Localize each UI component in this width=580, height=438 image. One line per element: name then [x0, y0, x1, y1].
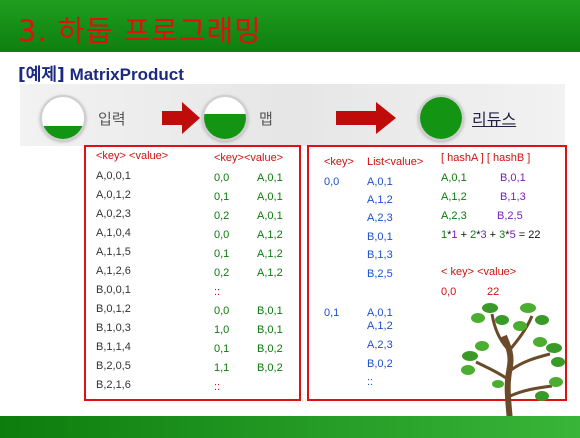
input-row: B,2,1,6: [96, 379, 131, 391]
map-value: B,0,2: [257, 343, 283, 355]
input-row: A,0,0,1: [96, 170, 131, 182]
subtitle-name: MatrixProduct: [69, 65, 184, 84]
input-row: B,0,1,2: [96, 303, 131, 315]
output-value: 22: [487, 286, 500, 298]
group-key: 0,1: [324, 307, 340, 319]
formula-term: 1: [451, 229, 458, 241]
formula-op: *: [476, 229, 481, 241]
map-value: B,0,1: [257, 305, 283, 317]
input-stage-label: 입력: [98, 110, 126, 128]
reduce-stage-circle-icon: [418, 95, 464, 141]
subtitle-bracket: [예제]: [18, 65, 65, 85]
map-key: 0,0: [214, 305, 230, 317]
stage-band: [20, 84, 565, 146]
map-key: 0,1: [214, 248, 230, 260]
map-key: 0,1: [214, 343, 230, 355]
input-map-box: [84, 145, 301, 401]
group-value: B,2,5: [367, 268, 393, 280]
hash-header: [ hashA ] [ hashB ]: [441, 152, 531, 164]
map-key: 1,1: [214, 362, 230, 374]
shuffle-reduce-box: [307, 145, 567, 401]
group-key: 0,0: [324, 176, 340, 188]
map-stage-label: 맵: [259, 110, 273, 128]
input-row: A,1,0,4: [96, 227, 131, 239]
map-value: A,0,1: [257, 210, 283, 222]
arrow-right-icon: [162, 102, 200, 134]
input-row: A,1,1,5: [96, 246, 131, 258]
map-key: 1,0: [214, 324, 230, 336]
input-row: B,1,1,4: [96, 341, 131, 353]
map-stage-circle-icon: [202, 95, 248, 141]
formula-op: +: [457, 229, 471, 241]
group-ellipsis: ::: [367, 376, 374, 388]
map-value: A,1,2: [257, 229, 283, 241]
arrow-right-icon: [336, 102, 396, 134]
input-row: B,1,0,3: [96, 322, 131, 334]
map-key: 0,1: [214, 191, 230, 203]
output-key: 0,0: [441, 286, 457, 298]
hash-a-entry: A,0,1: [441, 172, 467, 184]
group-value: B,0,2: [367, 358, 393, 370]
map-header: <key><value>: [214, 152, 284, 164]
group-value: A,0,1: [367, 307, 393, 319]
formula-term: 2: [470, 229, 477, 241]
input-row: B,0,0,1: [96, 284, 131, 296]
map-value: A,0,1: [257, 191, 283, 203]
group-value: B,1,3: [367, 249, 393, 261]
input-row: A,0,1,2: [96, 189, 131, 201]
slide-title: 3. 하둡 프로그래밍: [18, 14, 262, 48]
map-key: 0,0: [214, 172, 230, 184]
input-row: A,1,2,6: [96, 265, 131, 277]
tree-icon: [461, 303, 565, 422]
formula-op: *: [447, 229, 452, 241]
map-key: 0,2: [214, 210, 230, 222]
map-ellipsis: ::: [214, 286, 221, 298]
group-value: A,0,1: [367, 176, 393, 188]
group-value: A,2,3: [367, 339, 393, 351]
formula-term: 3: [480, 229, 487, 241]
footer-bar: [0, 416, 580, 438]
hash-b-entry: B,2,5: [497, 210, 523, 222]
formula-term: 1: [441, 229, 448, 241]
slide-subtitle: [예제] MatrixProduct: [18, 60, 184, 85]
output-header: < key> <value>: [441, 266, 517, 278]
map-value: B,0,1: [257, 324, 283, 336]
header-bar: 3. 하둡 프로그래밍: [0, 0, 580, 52]
hash-b-entry: B,0,1: [500, 172, 526, 184]
hash-b-entry: B,1,3: [500, 191, 526, 203]
product-formula: 1*1 + 2*3 + 3*5 = 22: [441, 229, 540, 241]
formula-term: 5: [509, 229, 516, 241]
shuffle-key-header: <key>: [324, 156, 354, 168]
formula-op: *: [505, 229, 510, 241]
input-row: B,2,0,5: [96, 360, 131, 372]
input-row: A,0,2,3: [96, 208, 131, 220]
reduce-stage-label: 리듀스: [472, 110, 517, 129]
hash-a-entry: A,1,2: [441, 191, 467, 203]
map-value: B,0,2: [257, 362, 283, 374]
map-value: A,1,2: [257, 248, 283, 260]
group-value: A,1,2: [367, 194, 393, 206]
map-value: A,1,2: [257, 267, 283, 279]
shuffle-list-header: List<value>: [367, 156, 424, 168]
group-value: B,0,1: [367, 231, 393, 243]
formula-result: 22: [528, 229, 541, 241]
map-key: 0,2: [214, 267, 230, 279]
formula-term: 3: [499, 229, 506, 241]
input-stage-circle-icon: [40, 95, 86, 141]
input-header: <key> <value>: [96, 150, 169, 162]
formula-op: =: [515, 229, 529, 241]
map-key: 0,0: [214, 229, 230, 241]
group-value: A,2,3: [367, 212, 393, 224]
group-value: A,1,2: [367, 320, 393, 332]
map-value: A,0,1: [257, 172, 283, 184]
hash-a-entry: A,2,3: [441, 210, 467, 222]
formula-op: +: [486, 229, 500, 241]
map-ellipsis: ::: [214, 381, 221, 393]
